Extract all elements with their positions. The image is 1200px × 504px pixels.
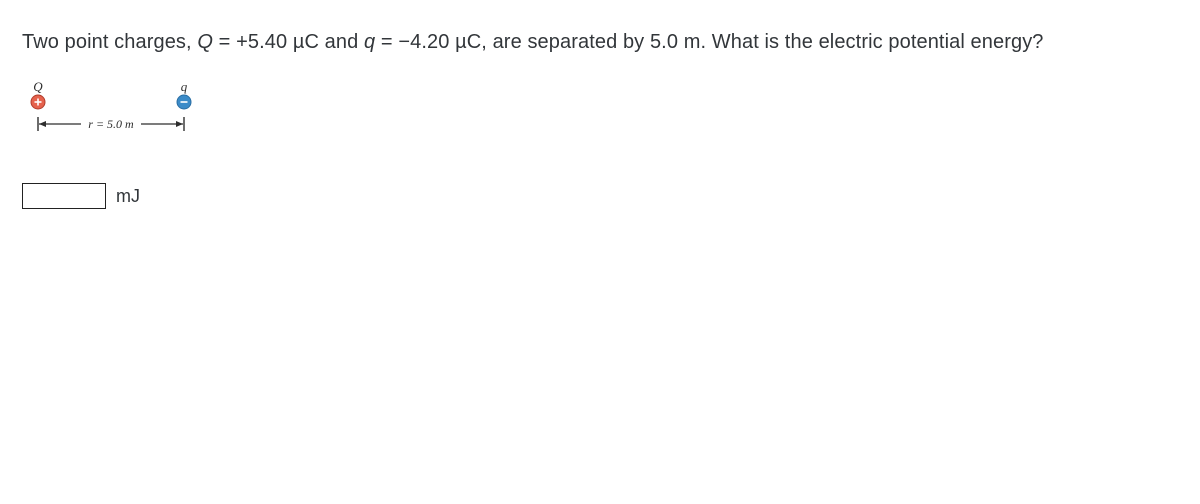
diagram-svg: Qq r = 5.0 m — [24, 82, 204, 152]
question-q-value: = −4.20 µC, are separated by 5.0 m. What… — [375, 31, 1043, 53]
question-text: Two point charges, Q = +5.40 µC and q = … — [22, 28, 1178, 56]
answer-row: mJ — [22, 183, 1178, 209]
charge-label-Q: Q — [33, 82, 43, 94]
question-q-symbol: q — [364, 31, 375, 53]
distance-label: r = 5.0 m — [88, 117, 134, 131]
dim-arrow-right — [176, 121, 183, 127]
question-Q-value: = +5.40 µC and — [213, 31, 364, 53]
charges-diagram: Qq r = 5.0 m — [24, 82, 1178, 157]
dim-arrow-left — [39, 121, 46, 127]
charge-label-q: q — [181, 82, 188, 94]
answer-input[interactable] — [22, 183, 106, 209]
answer-unit: mJ — [116, 186, 140, 207]
question-Q-symbol: Q — [197, 31, 213, 53]
question-prefix: Two point charges, — [22, 31, 197, 53]
